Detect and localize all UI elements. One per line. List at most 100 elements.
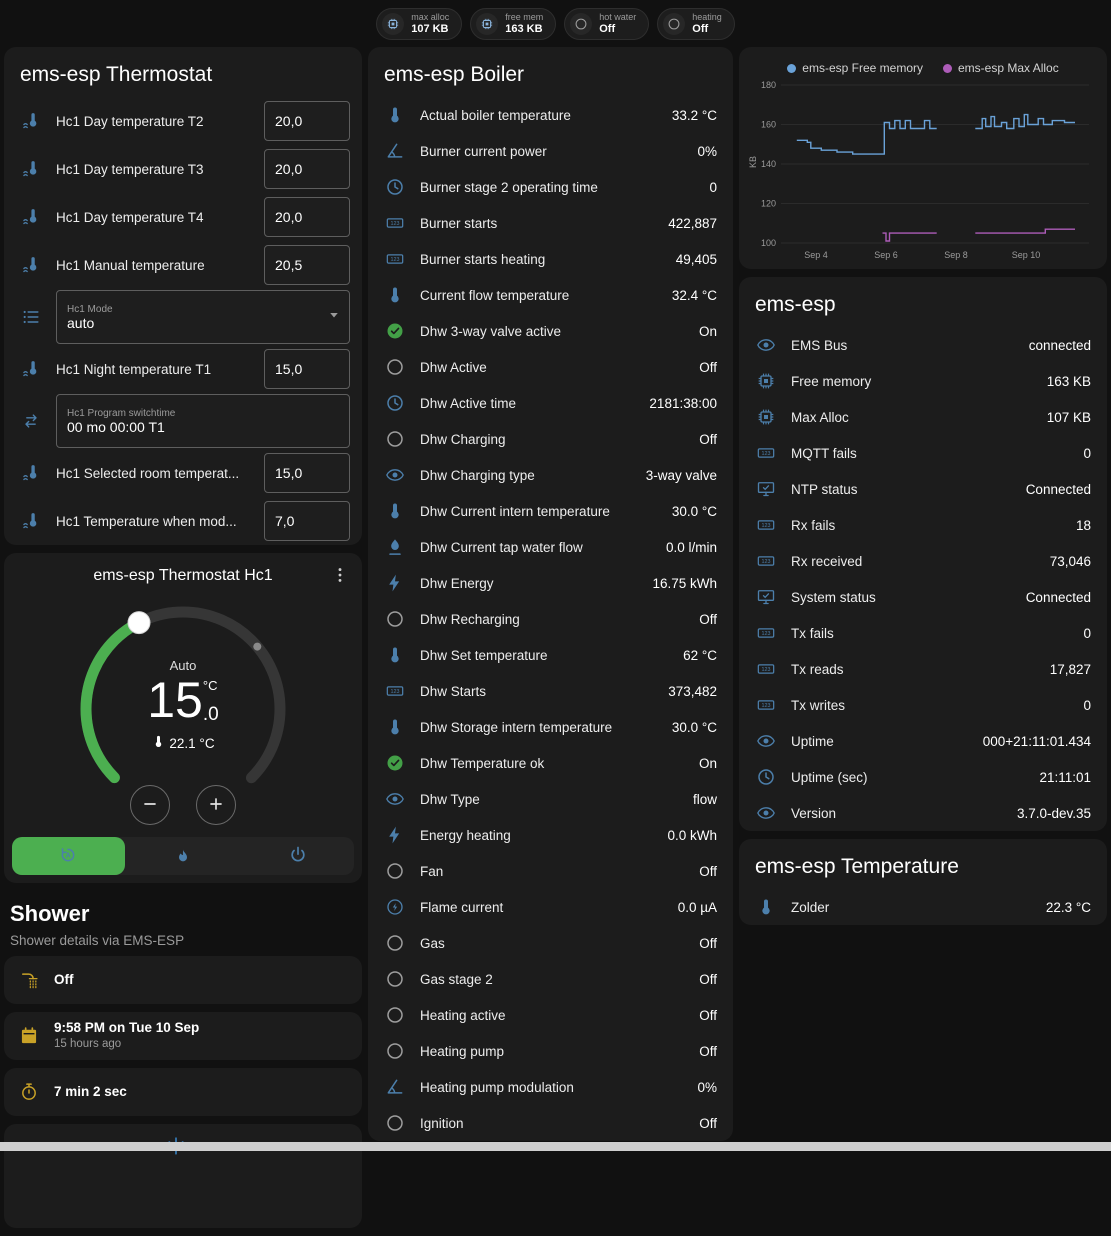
entity-row[interactable]: EMS Bus connected: [739, 327, 1107, 363]
entity-row[interactable]: 123 Tx reads 17,827: [739, 651, 1107, 687]
entity-row[interactable]: Actual boiler temperature 33.2 °C: [368, 97, 733, 133]
entity-row[interactable]: Hc1 Day temperature T4 20,0 Hc1 Day temp…: [4, 193, 362, 241]
entity-row[interactable]: System status Connected: [739, 579, 1107, 615]
entity-row[interactable]: Burner current power 0%: [368, 133, 733, 169]
select-input[interactable]: Hc1 Program switchtime 00 mo 00:00 T1: [56, 394, 350, 448]
entity-row[interactable]: Max Alloc 107 KB: [739, 399, 1107, 435]
legend-item[interactable]: ems-esp Free memory: [787, 61, 923, 75]
status-badge[interactable]: heating Off: [657, 8, 735, 40]
entity-row[interactable]: Heating active Off: [368, 997, 733, 1033]
shower-info-card[interactable]: 9:58 PM on Tue 10 Sep 15 hours ago: [4, 1012, 362, 1060]
more-options-icon[interactable]: [330, 565, 350, 590]
entity-row[interactable]: Dhw Set temperature 62 °C: [368, 637, 733, 673]
entity-row[interactable]: Fan Off: [368, 853, 733, 889]
status-badge[interactable]: free mem 163 KB: [470, 8, 557, 40]
entity-row[interactable]: 123 Dhw Starts 373,482: [368, 673, 733, 709]
number-input[interactable]: 15,0: [264, 349, 350, 389]
number-input[interactable]: 7,0: [264, 501, 350, 541]
entity-row[interactable]: Hc1 Selected room temperat... 15,0 Hc1 S…: [4, 449, 362, 497]
entity-row[interactable]: Dhw Current tap water flow 0.0 l/min: [368, 529, 733, 565]
svg-text:180: 180: [761, 80, 776, 90]
entity-value: 17,827: [1049, 661, 1091, 677]
counter-icon: 123: [384, 213, 406, 233]
counter-icon: 123: [384, 249, 406, 269]
dial-knob[interactable]: [127, 611, 151, 635]
thermo-water-icon: [20, 359, 42, 379]
entity-row[interactable]: 123 MQTT fails 0: [739, 435, 1107, 471]
entity-name: Dhw Starts: [420, 683, 487, 699]
badge-value: Off: [599, 22, 616, 35]
hvac-mode-button[interactable]: [127, 837, 240, 875]
status-badge[interactable]: max alloc 107 KB: [376, 8, 463, 40]
entity-row[interactable]: Ignition Off: [368, 1105, 733, 1141]
entity-row[interactable]: Current flow temperature 32.4 °C: [368, 277, 733, 313]
section-title: Shower: [10, 901, 90, 926]
card-secondary-text: 15 hours ago: [54, 1038, 122, 1051]
entity-row[interactable]: Dhw Storage intern temperature 30.0 °C: [368, 709, 733, 745]
card-title: ems-esp: [755, 293, 836, 316]
legend-item[interactable]: ems-esp Max Alloc: [943, 61, 1059, 75]
number-input[interactable]: 20,0: [264, 197, 350, 237]
entity-row[interactable]: Uptime 000+21:11:01.434: [739, 723, 1107, 759]
entity-row[interactable]: Energy heating 0.0 kWh: [368, 817, 733, 853]
thermometer-icon: [384, 501, 406, 521]
number-input[interactable]: 15,0: [264, 453, 350, 493]
entity-name: Dhw 3-way valve active: [420, 323, 562, 339]
svg-text:123: 123: [390, 257, 399, 263]
power-icon: [288, 845, 308, 868]
entity-row[interactable]: 123 Tx fails 0: [739, 615, 1107, 651]
entity-row[interactable]: Dhw Active time 2181:38:00: [368, 385, 733, 421]
entity-row[interactable]: Hc1 Mode auto Hc1 Mode auto: [4, 289, 362, 345]
svg-text:123: 123: [761, 559, 770, 565]
entity-row[interactable]: Flame current 0.0 µA: [368, 889, 733, 925]
entity-row[interactable]: Version 3.7.0-dev.35: [739, 795, 1107, 831]
entity-row[interactable]: Dhw Charging type 3-way valve: [368, 457, 733, 493]
entity-row[interactable]: Dhw Current intern temperature 30.0 °C: [368, 493, 733, 529]
number-input[interactable]: 20,0: [264, 101, 350, 141]
shower-info-card[interactable]: Off: [4, 956, 362, 1004]
status-badge[interactable]: hot water Off: [564, 8, 650, 40]
shower-info-card[interactable]: 7 min 2 sec: [4, 1068, 362, 1116]
entity-name: Heating pump modulation: [420, 1079, 574, 1095]
entity-row[interactable]: Hc1 Program switchtime 00 mo 00:00 T1 Hc…: [4, 393, 362, 449]
entity-row[interactable]: 123 Rx received 73,046: [739, 543, 1107, 579]
entity-row[interactable]: NTP status Connected: [739, 471, 1107, 507]
entity-row[interactable]: Dhw Temperature ok On: [368, 745, 733, 781]
hvac-mode-button[interactable]: A: [12, 837, 125, 875]
entity-row[interactable]: Hc1 Day temperature T2 20,0 Hc1 Day temp…: [4, 97, 362, 145]
entity-row[interactable]: Uptime (sec) 21:11:01: [739, 759, 1107, 795]
number-input[interactable]: 20,5: [264, 245, 350, 285]
entity-row[interactable]: Dhw Recharging Off: [368, 601, 733, 637]
entity-row[interactable]: Free memory 163 KB: [739, 363, 1107, 399]
badge-label: heating: [692, 12, 722, 22]
number-input[interactable]: 20,0: [264, 149, 350, 189]
entity-row[interactable]: Gas Off: [368, 925, 733, 961]
entity-row[interactable]: Burner stage 2 operating time 0: [368, 169, 733, 205]
shower-info-card[interactable]: [4, 1124, 362, 1228]
entity-row[interactable]: Heating pump Off: [368, 1033, 733, 1069]
entity-row[interactable]: 123 Burner starts heating 49,405: [368, 241, 733, 277]
horizontal-scrollbar[interactable]: [0, 1142, 1111, 1151]
entity-row[interactable]: 123 Burner starts 422,887: [368, 205, 733, 241]
entity-row[interactable]: Dhw 3-way valve active On: [368, 313, 733, 349]
entity-row[interactable]: Dhw Active Off: [368, 349, 733, 385]
entity-row[interactable]: Zolder 22.3 °C: [739, 889, 1107, 925]
select-input[interactable]: Hc1 Mode auto: [56, 290, 350, 344]
decrease-temp-button[interactable]: [130, 785, 170, 825]
entity-row[interactable]: Dhw Charging Off: [368, 421, 733, 457]
entity-row[interactable]: Dhw Energy 16.75 kWh: [368, 565, 733, 601]
svg-text:123: 123: [390, 689, 399, 695]
chart-legend: ems-esp Free memory ems-esp Max Alloc: [747, 51, 1099, 77]
entity-row[interactable]: 123 Rx fails 18: [739, 507, 1107, 543]
entity-row[interactable]: Dhw Type flow: [368, 781, 733, 817]
entity-name: EMS Bus: [791, 337, 848, 353]
entity-row[interactable]: Gas stage 2 Off: [368, 961, 733, 997]
entity-row[interactable]: Hc1 Temperature when mod... 7,0 Hc1 Temp…: [4, 497, 362, 545]
increase-temp-button[interactable]: [196, 785, 236, 825]
entity-row[interactable]: 123 Tx writes 0: [739, 687, 1107, 723]
entity-row[interactable]: Hc1 Night temperature T1 15,0 Hc1 Night …: [4, 345, 362, 393]
entity-row[interactable]: Hc1 Day temperature T3 20,0 Hc1 Day temp…: [4, 145, 362, 193]
entity-row[interactable]: Hc1 Manual temperature 20,5 Hc1 Manual t…: [4, 241, 362, 289]
hvac-mode-button[interactable]: [241, 837, 354, 875]
entity-row[interactable]: Heating pump modulation 0%: [368, 1069, 733, 1105]
